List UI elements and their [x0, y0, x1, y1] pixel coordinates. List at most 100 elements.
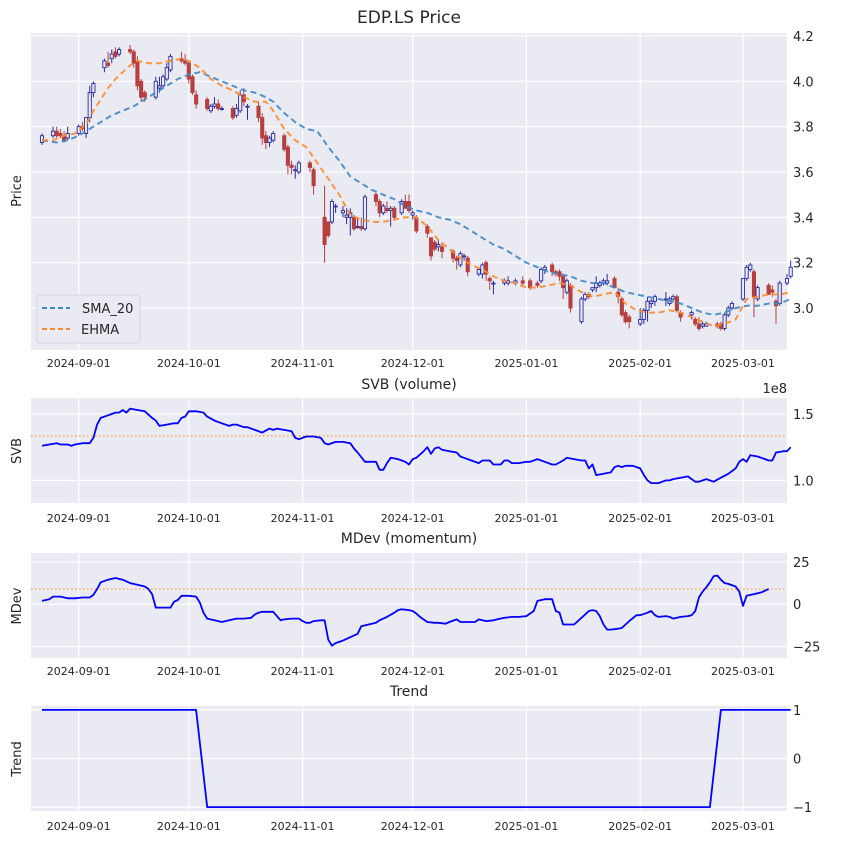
candle-body — [487, 278, 492, 282]
candle-down — [256, 101, 261, 123]
candle-body — [700, 323, 705, 327]
candle-body — [766, 284, 771, 295]
candle-down — [359, 217, 364, 231]
candle-up — [381, 203, 386, 216]
candle-up — [340, 206, 345, 218]
candle-body — [256, 105, 261, 119]
svb-panel: SVB (volume) 1e8 1.0 1.5 2024-09-01 2024-1… — [10, 377, 814, 525]
svb-grid — [31, 398, 787, 503]
candle-up — [208, 103, 213, 114]
candle-up — [153, 76, 158, 100]
candle-up — [161, 74, 166, 89]
candle-down — [627, 314, 632, 329]
candle-down — [619, 296, 624, 318]
x-tick-label: 2025-02-01 — [608, 512, 672, 525]
candle-body — [117, 49, 122, 55]
candle-down — [439, 242, 445, 259]
candle-down — [465, 255, 470, 277]
y-tick-label: 3.6 — [793, 166, 814, 181]
candle-down — [205, 97, 210, 111]
candle-body — [476, 269, 481, 275]
candle-up — [355, 217, 360, 229]
candle-up — [296, 160, 301, 175]
legend: SMA_20 EHMA — [36, 294, 141, 344]
candle-body — [168, 55, 173, 71]
candle-up — [663, 292, 668, 306]
x-tick-label: 2024-10-01 — [157, 665, 221, 678]
candle-up — [784, 274, 790, 286]
candle-down — [535, 280, 540, 288]
candle-body — [784, 278, 790, 284]
trend-panel: Trend −1 0 1 2024-09-01 2024-10-01 2024-11-0… — [10, 684, 812, 833]
x-tick-label: 2024-10-01 — [157, 357, 221, 370]
candle-up — [539, 267, 544, 284]
candle-body — [355, 225, 360, 228]
mdev-plot-area — [31, 553, 787, 658]
candle-down — [285, 144, 290, 175]
candle-body — [106, 62, 111, 66]
candle-body — [652, 296, 657, 302]
y-tick-label: 0 — [793, 598, 801, 613]
candle-down — [128, 45, 133, 55]
candle-body — [491, 282, 496, 285]
x-tick-label: 2025-02-01 — [608, 357, 672, 370]
x-tick-label: 2025-01-01 — [494, 512, 558, 525]
candle-body — [190, 76, 195, 94]
candle-body — [142, 92, 147, 98]
candle-body — [744, 266, 749, 280]
candle-body — [212, 103, 217, 107]
x-tick-label: 2025-01-01 — [494, 820, 558, 833]
candle-down — [623, 310, 628, 324]
candle-up — [164, 63, 169, 82]
candle-body — [186, 62, 191, 80]
candle-body — [271, 133, 276, 141]
candle-body — [58, 133, 63, 137]
candle-body — [260, 117, 265, 139]
candle-body — [583, 293, 588, 300]
candle-up — [399, 199, 404, 216]
svb-lines — [31, 407, 792, 484]
candle-body — [164, 67, 169, 80]
candle-body — [755, 287, 760, 300]
mdev-chart-title: MDev (momentum) — [341, 531, 477, 547]
candle-body — [153, 80, 158, 98]
candle-down — [392, 206, 397, 220]
candle-down — [131, 49, 136, 68]
candle-body — [579, 298, 584, 323]
mdev-xticks: 2024-09-01 2024-10-01 2024-11-01 2024-12-01… — [47, 665, 775, 678]
candle-down — [520, 276, 525, 286]
price-lines — [41, 57, 792, 328]
y-tick-label: 3.0 — [793, 302, 814, 317]
candle-body — [627, 316, 632, 323]
candle-body — [109, 53, 114, 60]
candle-body — [263, 135, 268, 143]
series-line-mdev — [41, 574, 770, 647]
candle-body — [770, 289, 775, 293]
candle-body — [102, 60, 107, 69]
candle-body — [399, 201, 404, 214]
candle-body — [696, 323, 701, 329]
candle-up — [333, 203, 338, 213]
candle-body — [439, 246, 445, 252]
y-tick-label: 1 — [793, 704, 801, 719]
candle-body — [289, 164, 294, 168]
x-tick-label: 2025-03-01 — [711, 357, 775, 370]
series-line-sma_20 — [41, 71, 792, 316]
candle-body — [39, 135, 45, 143]
x-tick-label: 2025-01-01 — [494, 357, 558, 370]
candle-body — [623, 312, 628, 323]
candle-up — [388, 206, 393, 227]
candle-down — [263, 131, 268, 150]
candle-down — [216, 99, 221, 111]
candle-up — [344, 208, 349, 225]
candle-down — [186, 60, 191, 84]
x-tick-label: 2025-03-01 — [711, 512, 775, 525]
candle-body — [161, 76, 166, 87]
x-tick-label: 2024-12-01 — [381, 665, 445, 678]
candle-down — [377, 199, 382, 218]
candle-body — [590, 287, 595, 291]
candle-body — [454, 257, 459, 261]
candle-body — [671, 296, 676, 300]
candle-down — [54, 126, 59, 138]
candle-body — [564, 280, 569, 293]
